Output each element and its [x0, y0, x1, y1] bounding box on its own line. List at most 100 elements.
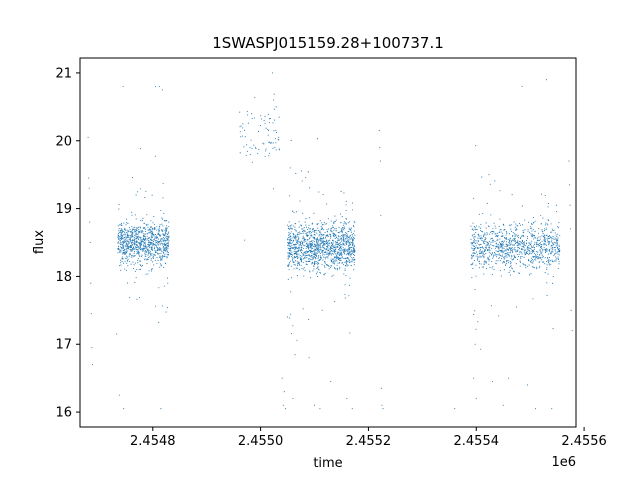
data-point — [559, 235, 561, 237]
data-point — [294, 226, 296, 228]
data-point — [506, 252, 508, 254]
data-point — [131, 235, 133, 237]
data-point — [536, 256, 538, 258]
data-point — [542, 217, 544, 219]
data-point — [490, 243, 492, 245]
data-point — [352, 242, 354, 244]
data-point — [310, 240, 312, 243]
data-point — [548, 259, 550, 261]
data-point — [141, 231, 143, 234]
data-point — [136, 237, 138, 239]
data-point — [510, 228, 512, 230]
data-point — [288, 195, 291, 197]
data-point — [485, 241, 487, 243]
data-point — [296, 250, 298, 252]
data-point — [138, 252, 140, 254]
data-point — [518, 223, 521, 225]
y-tick-label: 18 — [55, 270, 72, 285]
data-point — [268, 122, 271, 124]
data-point — [498, 231, 500, 233]
data-point — [494, 180, 496, 182]
data-point — [137, 235, 139, 237]
data-point — [344, 228, 346, 230]
data-point — [353, 261, 355, 264]
data-point — [283, 391, 285, 393]
data-point — [141, 264, 143, 266]
data-point — [119, 241, 121, 243]
data-point — [336, 256, 338, 258]
data-point — [336, 255, 338, 257]
data-point — [118, 208, 120, 210]
data-point — [339, 231, 341, 233]
data-point — [144, 233, 146, 235]
data-point — [160, 237, 162, 239]
data-point — [536, 266, 538, 268]
data-point — [490, 231, 492, 233]
data-point — [480, 248, 482, 250]
data-point — [511, 247, 513, 249]
data-point — [547, 257, 549, 259]
data-point — [158, 321, 160, 323]
data-point — [488, 174, 490, 176]
data-point — [164, 245, 166, 247]
data-point — [301, 242, 303, 244]
data-point — [335, 253, 337, 255]
data-point — [504, 253, 506, 255]
data-point — [541, 244, 543, 246]
data-point — [549, 236, 551, 238]
data-point — [513, 254, 515, 256]
data-point — [523, 249, 525, 251]
data-point — [332, 226, 335, 228]
data-point — [136, 230, 138, 232]
data-point — [519, 248, 521, 250]
data-point — [122, 245, 124, 247]
data-point — [534, 267, 536, 269]
data-point — [269, 117, 271, 120]
data-point — [485, 244, 487, 246]
data-point — [498, 315, 500, 317]
data-point — [492, 231, 494, 233]
data-point — [135, 277, 137, 279]
data-point — [489, 183, 491, 185]
data-point — [320, 272, 322, 274]
data-point — [511, 267, 513, 269]
data-point — [150, 253, 152, 255]
data-point — [552, 245, 554, 247]
data-point — [146, 235, 148, 237]
data-point — [571, 330, 573, 332]
data-point — [139, 268, 142, 270]
data-point — [342, 227, 344, 229]
data-point — [549, 237, 551, 240]
data-point — [152, 256, 154, 259]
data-point — [326, 241, 329, 244]
data-point — [542, 256, 544, 258]
data-point — [352, 246, 354, 248]
data-point — [547, 237, 550, 239]
data-point — [483, 242, 485, 244]
data-point — [529, 250, 531, 252]
data-point — [522, 242, 525, 244]
data-point — [144, 236, 147, 238]
data-point — [500, 241, 502, 243]
data-point — [349, 237, 351, 239]
data-point — [297, 254, 299, 256]
data-point — [148, 250, 150, 252]
data-point — [545, 251, 547, 254]
data-point — [122, 243, 124, 246]
data-point — [536, 268, 538, 270]
data-point — [540, 223, 542, 225]
data-point — [309, 217, 311, 219]
data-point — [347, 249, 349, 251]
data-point — [125, 218, 128, 220]
data-point — [333, 229, 335, 231]
data-point — [165, 232, 167, 234]
data-point — [134, 255, 136, 257]
data-point — [479, 253, 481, 255]
data-point — [144, 245, 146, 247]
data-point — [160, 259, 162, 261]
data-point — [491, 381, 493, 383]
data-point — [312, 250, 314, 252]
data-point — [478, 213, 480, 215]
data-point — [541, 193, 543, 195]
data-point — [240, 125, 242, 127]
